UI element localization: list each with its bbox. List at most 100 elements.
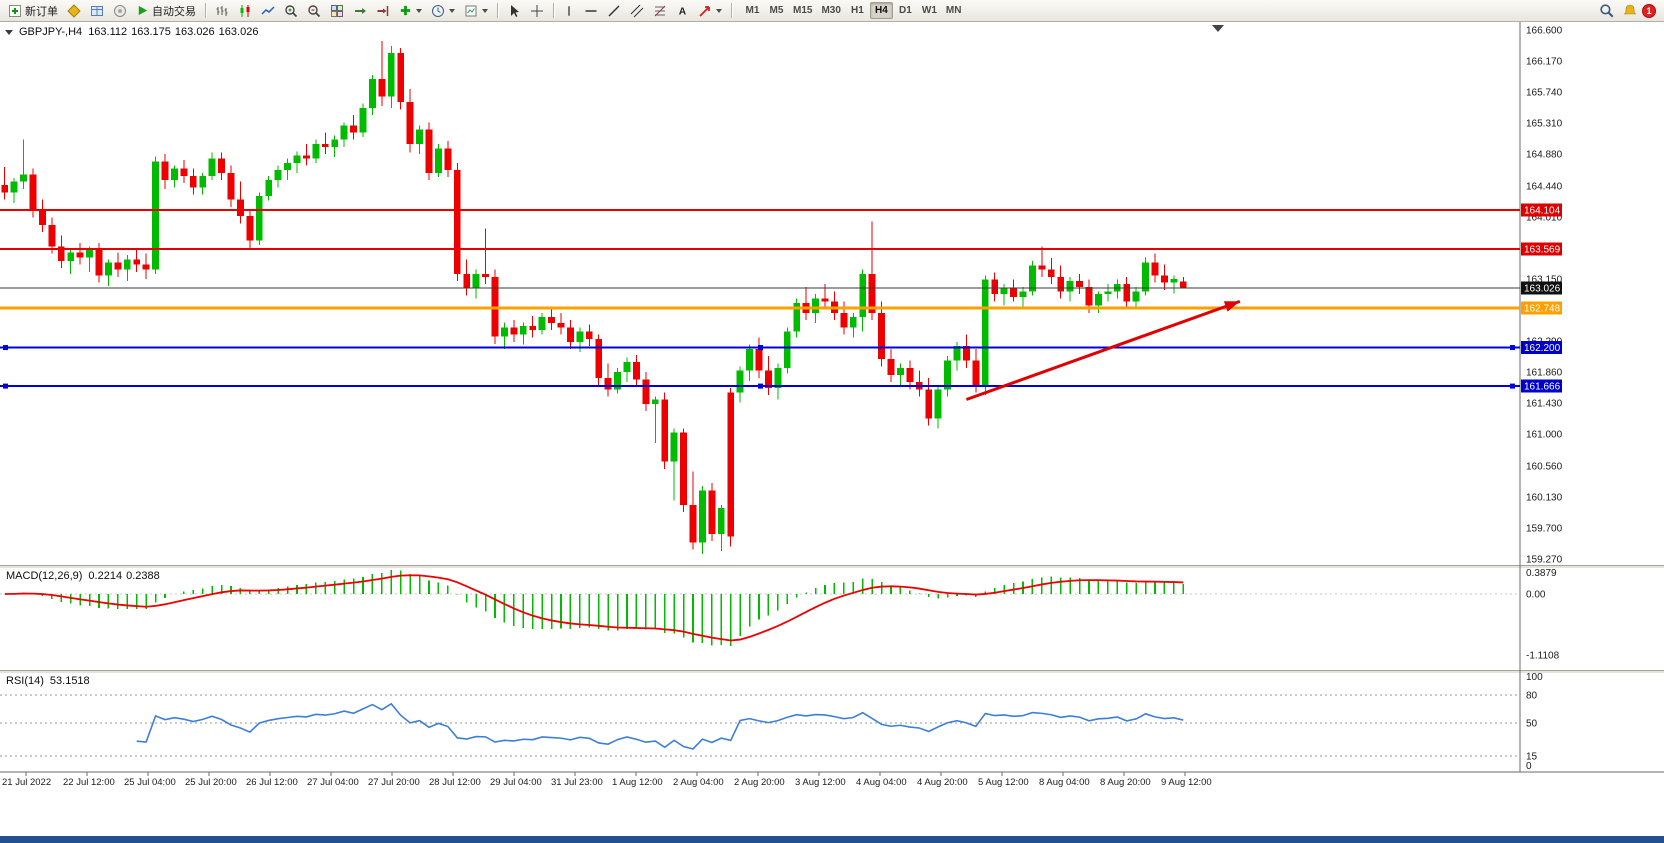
time-axis-label: 2 Aug 20:00 <box>734 777 785 788</box>
candle-bear <box>906 367 914 383</box>
line-handle[interactable] <box>758 345 763 351</box>
trend-arrow[interactable] <box>965 299 1241 401</box>
candle-bull <box>255 196 263 241</box>
cursor-icon <box>507 4 521 18</box>
text-tool-button[interactable]: A <box>672 1 693 20</box>
price-line-box <box>1521 379 1562 393</box>
navigator-icon <box>113 4 127 18</box>
macd-scale-label: -1.1108 <box>1526 651 1560 662</box>
candle-bear <box>1085 286 1093 306</box>
line-handle[interactable] <box>3 383 8 389</box>
timeframe-button-d1[interactable]: D1 <box>899 5 912 16</box>
time-axis-label: 21 Jul 2022 <box>2 777 51 788</box>
crosshair-button[interactable] <box>526 1 548 20</box>
data-window-button[interactable] <box>86 1 108 20</box>
time-axis-label: 27 Jul 04:00 <box>307 777 359 788</box>
zoom-out-button[interactable] <box>303 1 325 20</box>
search-button[interactable] <box>1595 1 1618 20</box>
notification-badge[interactable]: 1 <box>1642 3 1656 18</box>
panel-divider[interactable] <box>0 670 1664 671</box>
line-handle[interactable] <box>758 383 763 389</box>
new-order-button[interactable]: 新订单 <box>4 1 62 20</box>
candle-bear <box>114 262 122 270</box>
line-handle[interactable] <box>3 345 8 351</box>
toolbar-separator <box>497 3 498 18</box>
candle-bear <box>887 359 895 375</box>
new-order-icon <box>8 4 22 18</box>
bottom-scrollbar[interactable] <box>0 836 1664 843</box>
template-icon <box>464 4 478 18</box>
toolbar-separator <box>731 3 732 18</box>
rsi-line <box>136 702 1184 750</box>
indicators-button[interactable] <box>395 1 426 20</box>
auto-scroll-icon <box>353 4 367 18</box>
timeframe-button-m5[interactable]: M5 <box>769 5 784 16</box>
price-axis-label: 159.700 <box>1526 523 1563 534</box>
timeframe-button-w1[interactable]: W1 <box>921 5 937 16</box>
timeframe-button-m30[interactable]: M30 <box>821 5 841 16</box>
auto-scroll-button[interactable] <box>349 1 371 20</box>
horizontal-line-tool-button[interactable] <box>580 1 602 20</box>
price-line-box <box>1521 242 1562 256</box>
candle-bear <box>1038 265 1046 270</box>
price-axis-label: 165.310 <box>1526 119 1563 130</box>
periods-button[interactable] <box>427 1 459 20</box>
svg-text:A: A <box>679 6 687 17</box>
candle-bear <box>1057 276 1065 292</box>
candle-bull <box>812 298 819 313</box>
panel-divider[interactable] <box>0 565 1664 566</box>
candle-bear <box>755 349 763 371</box>
candlestick-chart-button[interactable] <box>234 1 256 20</box>
timeframe-button-m15[interactable]: M15 <box>793 5 813 16</box>
trendline-tool-button[interactable] <box>603 1 625 20</box>
time-axis-label: 2 Aug 04:00 <box>673 777 724 788</box>
horizontal-line-icon <box>584 4 598 18</box>
candle-bull <box>623 361 631 373</box>
candle-bear <box>76 252 84 258</box>
candle-bull <box>1019 291 1027 298</box>
bar-chart-button[interactable] <box>211 1 233 20</box>
candle-bear <box>1010 288 1017 298</box>
line-chart-button[interactable] <box>257 1 279 20</box>
line-handle[interactable] <box>1510 345 1515 351</box>
line-handle[interactable] <box>1510 383 1515 389</box>
timeframe-button-mn[interactable]: MN <box>945 5 962 16</box>
auto-trading-button[interactable]: 自动交易 <box>132 1 200 20</box>
candle-bull <box>981 279 989 386</box>
candle-bear <box>321 144 329 147</box>
timeframe-button-h1[interactable]: H1 <box>851 5 864 16</box>
candlestick-chart-icon <box>238 4 252 18</box>
candle-bull <box>293 155 301 163</box>
chart-shift-button[interactable] <box>372 1 394 20</box>
channel-tool-button[interactable] <box>626 1 648 20</box>
chart-area[interactable]: 166.600 166.170 165.740 165.310 164.880 164.4… <box>0 22 1664 843</box>
tile-windows-button[interactable] <box>326 1 348 20</box>
time-axis-label: 28 Jul 12:00 <box>429 777 481 788</box>
time-axis-label: 8 Aug 04:00 <box>1039 777 1090 788</box>
search-icon <box>1599 3 1614 18</box>
time-axis-label: 3 Aug 12:00 <box>795 777 846 788</box>
timeframe-button-m1[interactable]: M1 <box>745 5 760 16</box>
rsi-scale-label: 100 <box>1526 672 1543 683</box>
price-line-box <box>1521 281 1562 295</box>
templates-button[interactable] <box>460 1 492 20</box>
trend-arrow-head[interactable] <box>1223 301 1240 312</box>
candle-bear <box>963 346 970 361</box>
candle-bear <box>868 273 876 313</box>
candle-bear <box>95 250 103 276</box>
alerts-button[interactable]: 1 <box>1619 1 1660 20</box>
navigator-button[interactable] <box>109 1 131 20</box>
price-line-box <box>1521 341 1562 355</box>
vertical-line-tool-button[interactable] <box>559 1 579 20</box>
zoom-in-button[interactable] <box>280 1 302 20</box>
arrows-tool-button[interactable] <box>694 1 726 20</box>
bar-chart-icon <box>215 4 229 18</box>
chart-shift-marker[interactable] <box>1212 25 1224 32</box>
candle-bull <box>1066 281 1074 292</box>
fibonacci-tool-button[interactable] <box>649 1 671 20</box>
price-axis-label: 164.880 <box>1526 150 1563 161</box>
timeframe-button-h4[interactable]: H4 <box>869 2 893 19</box>
market-watch-button[interactable] <box>63 1 85 20</box>
candle-bear <box>425 129 433 173</box>
cursor-button[interactable] <box>503 1 525 20</box>
